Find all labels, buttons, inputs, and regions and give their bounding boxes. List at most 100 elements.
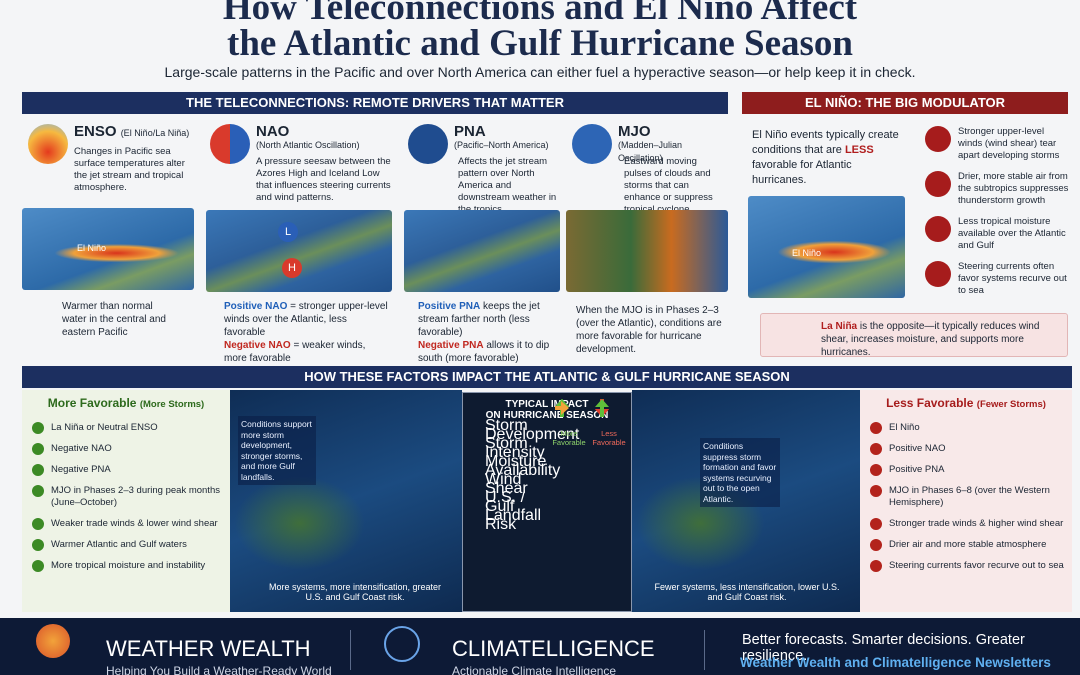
- less-list: El Niño Positive NAO Positive PNA MJO in Ph…: [870, 422, 1064, 572]
- term: Negative PNA: [418, 340, 484, 351]
- list-item: Drier, more stable air from the subtropi…: [925, 171, 1070, 207]
- section-heading: HOW THESE FACTORS IMPACT THE ATLANTIC & …: [22, 366, 1072, 388]
- item-text: Warmer Atlantic and Gulf waters: [51, 539, 187, 550]
- bullet-icon: [32, 422, 44, 434]
- tagline: Helping You Build a Weather-Ready World: [106, 664, 332, 675]
- item-text: Negative NAO: [51, 443, 112, 454]
- table-rows: Storm Development Storm Intensity Moisture…: [463, 399, 631, 533]
- bullet-icon: [870, 485, 882, 497]
- list-item: Stronger upper-level winds (wind shear) …: [925, 126, 1070, 162]
- title-line: TYPICAL IMPACT: [505, 399, 589, 410]
- map: El Niño: [748, 196, 905, 298]
- el-nino-intro: El Niño events typically create conditio…: [752, 128, 902, 188]
- bullet-icon: [870, 539, 882, 551]
- item-text: MJO in Phases 2–3 during peak months (Ju…: [51, 485, 220, 508]
- map: [566, 210, 728, 292]
- section-heading: EL NIÑO: THE BIG MODULATOR: [742, 92, 1068, 114]
- title: More Favorable: [47, 396, 137, 410]
- map: El Niño: [22, 208, 194, 290]
- card-full-name: (Madden–Julian Oscillation): [618, 140, 683, 163]
- slogan: Better forecasts. Smarter decisions. Gre…: [742, 632, 1025, 664]
- column-header: More Favorable: [552, 429, 586, 447]
- list-item: Steering currents often favor systems re…: [925, 261, 1070, 297]
- low-label: L: [278, 222, 298, 242]
- card-desc: Affects the jet stream pattern over Nort…: [458, 156, 557, 215]
- map: [404, 210, 560, 292]
- list-item: Warmer Atlantic and Gulf waters: [32, 539, 222, 551]
- arrow-icon: [555, 401, 569, 415]
- item-text: MJO in Phases 6–8 (over the Western Hemi…: [889, 485, 1050, 508]
- map-label: El Niño: [792, 248, 822, 258]
- list-item: Negative NAO: [32, 443, 222, 455]
- list-item: Positive PNA: [870, 464, 1064, 476]
- term: Negative NAO: [224, 340, 291, 351]
- subtitle: Large-scale patterns in the Pacific and …: [164, 64, 916, 80]
- map-label: El Niño: [77, 243, 107, 253]
- la-nina-note: La Niña is the opposite—it typically red…: [760, 313, 1068, 358]
- term: Positive PNA: [418, 301, 481, 312]
- subtitle: (More Storms): [139, 399, 205, 410]
- term: La Niña: [821, 321, 858, 332]
- list-item: Steering currents favor recurve out to s…: [870, 560, 1064, 572]
- bullet-icon: [32, 464, 44, 476]
- column-header: Less Favorable: [592, 429, 626, 447]
- item-text: Positive PNA: [889, 464, 945, 475]
- text: keeps the jet stream farther north (less…: [418, 301, 540, 338]
- item-text: Less tropical moisture available over th…: [958, 216, 1066, 251]
- bullet-icon: [32, 485, 44, 497]
- newsletters[interactable]: Weather Wealth and Climatelligence Newsl…: [740, 655, 1051, 670]
- divider: [350, 630, 351, 670]
- panel-title: More Favorable (More Storms): [22, 396, 230, 410]
- list-item: El Niño: [870, 422, 1064, 434]
- caption: When the MJO is in Phases 2–3 (over the …: [576, 305, 722, 355]
- list-item: MJO in Phases 6–8 (over the Western Hemi…: [870, 485, 1064, 509]
- high-label: H: [282, 258, 302, 278]
- item-text: Drier air and more stable atmosphere: [889, 539, 1047, 550]
- logo: [36, 624, 70, 658]
- panel-title: Less Favorable (Fewer Storms): [860, 396, 1072, 410]
- text: allows it to dip south (more favorable): [418, 340, 550, 364]
- divider: [704, 630, 705, 670]
- bullet-icon: [870, 464, 882, 476]
- bullet-icon: [32, 518, 44, 530]
- title: How Teleconnections and El Niño Affect t…: [0, 0, 1080, 62]
- text: is the opposite—it typically reduces win…: [821, 321, 1040, 358]
- emphasis: LESS: [844, 144, 874, 156]
- pna-card: PNA (Pacific–North America) Affects the j…: [402, 118, 560, 364]
- bullet-icon: [870, 422, 882, 434]
- item-text: Drier, more stable air from the subtropi…: [958, 171, 1069, 206]
- mjo-card: MJO (Madden–Julian Oscillation) Eastward …: [566, 118, 728, 358]
- bullet-icon: [925, 126, 951, 152]
- item-text: Stronger trade winds & higher wind shear: [889, 518, 1064, 529]
- card-title: MJO: [618, 123, 651, 140]
- bullet-icon: [870, 560, 882, 572]
- item-text: Steering currents favor recurve out to s…: [889, 560, 1064, 571]
- term: Positive NAO: [224, 301, 288, 312]
- row-label: Moisture Availability: [485, 453, 561, 479]
- item-text: Negative PNA: [51, 464, 111, 475]
- less-panel: Less Favorable (Fewer Storms) El Niño Pos…: [860, 390, 1072, 612]
- bullet-icon: [32, 443, 44, 455]
- map: Conditions suppress storm formation and …: [632, 390, 860, 612]
- table-row: Moisture Availability: [463, 399, 631, 479]
- card-name: NAO (North Atlantic Oscillation): [256, 124, 360, 151]
- card-desc: A pressure seesaw between the Azores Hig…: [256, 156, 391, 203]
- list-item: Weaker trade winds & lower wind shear: [32, 518, 222, 530]
- bullet-icon: [925, 171, 951, 197]
- card-name: PNA (Pacific–North America): [454, 123, 549, 151]
- table-row: U.S. / Gulf Landfall Risk: [463, 399, 631, 533]
- card-name: ENSO (El Niño/La Niña): [74, 124, 189, 139]
- item-text: Stronger upper-level winds (wind shear) …: [958, 126, 1060, 161]
- nao-card: NAO (North Atlantic Oscillation) A pressu…: [204, 118, 394, 364]
- title-line: the Atlantic and Gulf Hurricane Season: [227, 23, 853, 64]
- bullet-icon: [870, 518, 882, 530]
- icon: [408, 124, 448, 164]
- card-name: MJO (Madden–Julian Oscillation): [618, 123, 728, 164]
- text: El Niño events typically create conditio…: [752, 129, 899, 156]
- row-label: Wind Shear: [485, 471, 528, 497]
- card-title: PNA: [454, 123, 486, 140]
- row-label: U.S. / Gulf Landfall Risk: [485, 489, 542, 533]
- arrow-icon: [595, 399, 609, 417]
- more-panel: More Favorable (More Storms) La Niña or …: [22, 390, 230, 612]
